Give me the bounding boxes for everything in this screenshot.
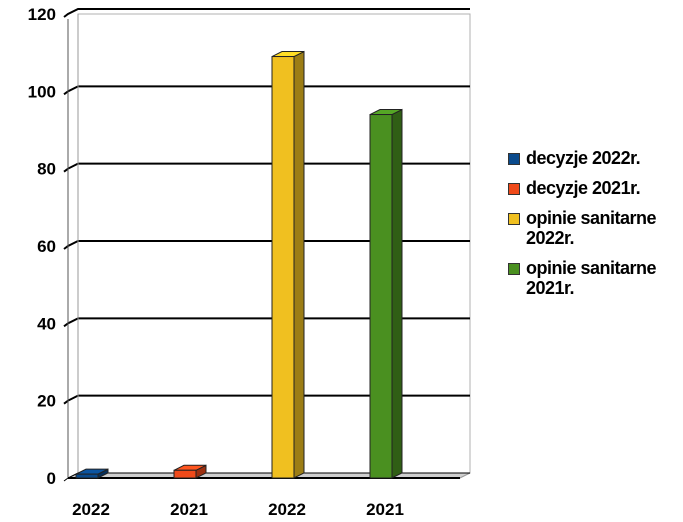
x-tick-label: 2021 bbox=[366, 500, 404, 519]
legend-label: decyzje 2021r. bbox=[526, 178, 641, 198]
legend-swatch bbox=[508, 263, 520, 275]
x-tick-label: 2021 bbox=[170, 500, 208, 519]
x-tick-label: 2022 bbox=[72, 500, 110, 519]
y-tick-label: 120 bbox=[28, 5, 56, 24]
bar bbox=[173, 464, 207, 479]
bars bbox=[75, 50, 403, 479]
legend-item: opinie sanitarne 2021r. bbox=[508, 258, 683, 298]
bar-front bbox=[271, 56, 295, 479]
legend-swatch bbox=[508, 213, 520, 225]
axes bbox=[67, 14, 460, 479]
bar-front bbox=[75, 473, 99, 479]
legend-label: decyzje 2022r. bbox=[526, 148, 641, 168]
legend-swatch bbox=[508, 183, 520, 195]
grid-lines bbox=[63, 8, 471, 482]
legend-label: opinie sanitarne 2022r. bbox=[526, 208, 657, 248]
bar bbox=[75, 468, 109, 479]
bar-front bbox=[369, 114, 393, 479]
y-tick-labels: 0 20 40 60 80 100 120 bbox=[28, 5, 56, 488]
y-tick-label: 60 bbox=[37, 237, 56, 256]
bar bbox=[271, 50, 305, 479]
gridline bbox=[63, 8, 470, 18]
legend-item: opinie sanitarne 2022r. bbox=[508, 208, 683, 248]
bar-front bbox=[173, 469, 197, 479]
bar-side bbox=[391, 108, 403, 479]
y-tick-label: 0 bbox=[47, 469, 56, 488]
y-tick-label: 40 bbox=[37, 314, 56, 333]
legend-label: opinie sanitarne 2021r. bbox=[526, 258, 657, 298]
x-tick-labels: 2022 2021 2022 2021 bbox=[72, 500, 404, 519]
y-tick-label: 80 bbox=[37, 160, 56, 179]
y-tick-label: 100 bbox=[28, 82, 56, 101]
legend-item: decyzje 2021r. bbox=[508, 178, 683, 198]
x-tick-label: 2022 bbox=[268, 500, 306, 519]
bar-side bbox=[293, 50, 305, 479]
legend-swatch bbox=[508, 153, 520, 165]
y-tick-label: 20 bbox=[37, 392, 56, 411]
bar bbox=[369, 108, 403, 479]
legend-item: decyzje 2022r. bbox=[508, 148, 683, 168]
legend: decyzje 2022r. decyzje 2021r. opinie sanit… bbox=[508, 148, 683, 308]
